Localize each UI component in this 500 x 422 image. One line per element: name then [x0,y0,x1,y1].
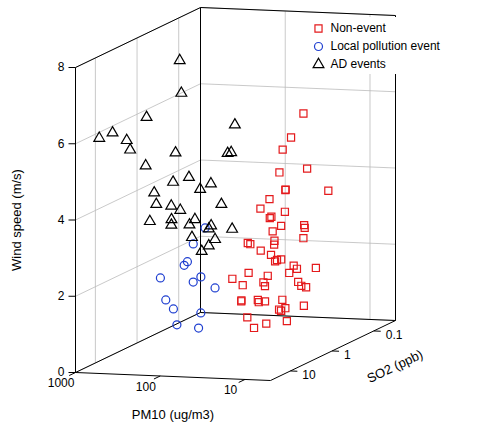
svg-text:2: 2 [58,289,65,303]
svg-text:0: 0 [58,365,65,379]
svg-text:100: 100 [136,380,156,394]
svg-text:AD events: AD events [331,57,386,71]
svg-text:1000: 1000 [47,376,75,391]
svg-text:10: 10 [302,368,316,382]
svg-text:Wind speed (m/s): Wind speed (m/s) [9,169,24,271]
svg-text:4: 4 [58,213,65,227]
svg-text:6: 6 [58,137,65,151]
svg-text:1: 1 [344,348,351,362]
svg-text:PM10 (ug/m3): PM10 (ug/m3) [132,407,214,422]
svg-text:Non-event: Non-event [331,21,387,35]
svg-text:Local pollution event: Local pollution event [331,39,441,53]
svg-text:0.1: 0.1 [386,328,403,342]
svg-text:10: 10 [224,383,238,397]
svg-text:8: 8 [58,60,65,74]
svg-text:SO2 (ppb): SO2 (ppb) [365,346,426,385]
